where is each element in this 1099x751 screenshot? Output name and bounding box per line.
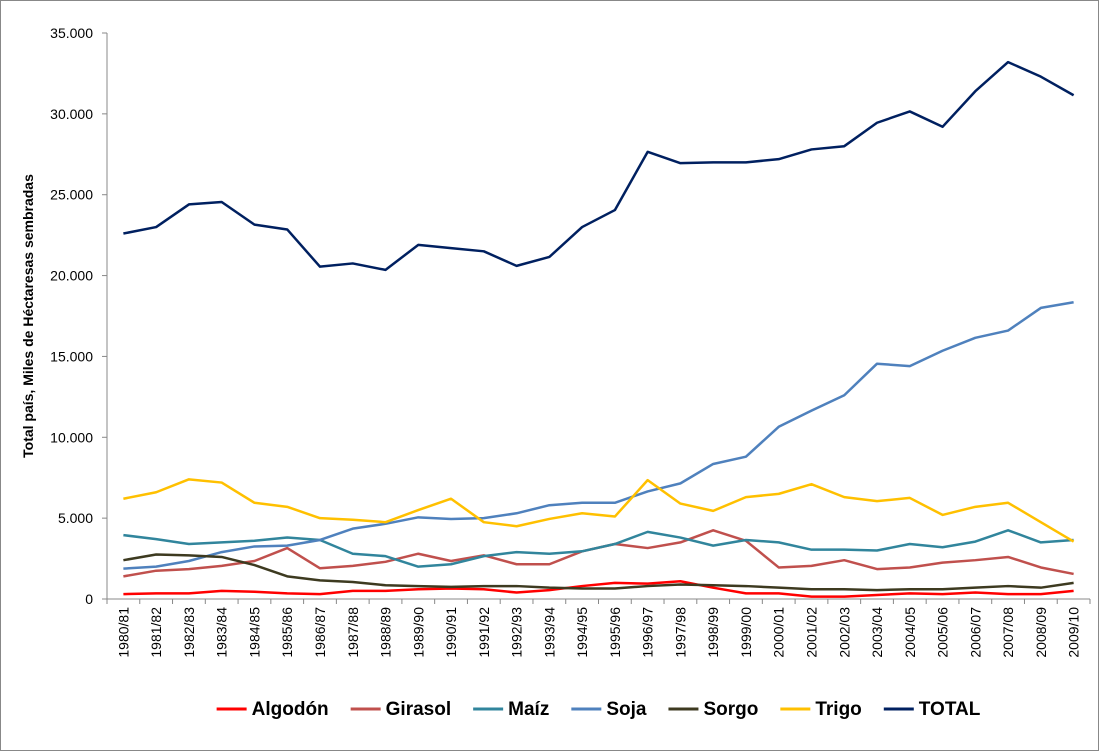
x-tick-label: 1986/87 (312, 607, 328, 658)
series-line (123, 60, 1075, 272)
series-line (123, 579, 1074, 598)
x-tick-label: 1990/91 (443, 607, 459, 658)
x-tick-label: 2001/02 (803, 607, 819, 658)
y-tick-label: 5.000 (58, 510, 93, 526)
x-tick-label: 2005/06 (935, 607, 951, 658)
legend-label: Maíz (508, 699, 549, 720)
x-tick-label: 1981/82 (148, 607, 164, 658)
y-axis-label: Total país, Miles de Héctaresas sembrada… (20, 174, 36, 458)
x-tick-label: 2007/08 (1000, 607, 1016, 658)
y-tick-label: 0 (85, 591, 93, 607)
x-tick-label: 1995/96 (607, 607, 623, 658)
x-tick-label: 1983/84 (214, 607, 230, 658)
x-tick-label: 2003/04 (869, 607, 885, 658)
legend-label: Trigo (815, 699, 861, 720)
x-tick-label: 1984/85 (246, 607, 262, 658)
x-tick-label: 1996/97 (640, 607, 656, 658)
x-tick-label: 1991/92 (476, 607, 492, 658)
series-line (123, 478, 1075, 543)
x-tick-label: 1988/89 (378, 607, 394, 658)
y-tick-label: 25.000 (50, 187, 93, 203)
legend-label: Girasol (386, 699, 451, 720)
x-tick-label: 1985/86 (279, 607, 295, 658)
legend-label: Sorgo (703, 699, 758, 720)
x-tick-label: 1997/98 (672, 607, 688, 658)
x-tick-label: 1999/00 (738, 607, 754, 658)
y-tick-label: 20.000 (50, 268, 93, 284)
x-tick-label: 2004/05 (902, 607, 918, 658)
y-tick-label: 15.000 (50, 348, 93, 364)
x-tick-label: 2002/03 (836, 607, 852, 658)
x-tick-label: 2009/10 (1066, 607, 1082, 658)
legend-label: TOTAL (919, 699, 981, 720)
x-tick-label: 1989/90 (410, 607, 426, 658)
y-tick-label: 35.000 (50, 25, 93, 41)
series-line (123, 553, 1074, 592)
series-line (123, 301, 1074, 570)
x-tick-label: 1998/99 (705, 607, 721, 658)
legend-label: Soja (606, 699, 647, 720)
x-tick-label: 1994/95 (574, 607, 590, 658)
x-tick-label: 1987/88 (345, 607, 361, 658)
series-line (123, 529, 1074, 568)
legend-label: Algodón (252, 699, 329, 720)
x-tick-label: 1980/81 (115, 607, 131, 658)
x-tick-label: 1992/93 (509, 607, 525, 658)
x-tick-label: 1982/83 (181, 607, 197, 658)
x-tick-label: 2006/07 (967, 607, 983, 658)
y-tick-label: 30.000 (50, 106, 93, 122)
x-tick-label: 2008/09 (1033, 607, 1049, 658)
legend: Algodón Girasol Maíz Soja Sorgo Trigo TOTAL (216, 699, 981, 720)
y-tick-label: 10.000 (50, 429, 93, 445)
x-tick-label: 2000/01 (771, 607, 787, 658)
x-tick-label: 1993/94 (541, 607, 557, 658)
